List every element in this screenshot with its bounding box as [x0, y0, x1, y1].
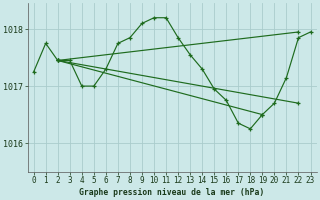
- X-axis label: Graphe pression niveau de la mer (hPa): Graphe pression niveau de la mer (hPa): [79, 188, 265, 197]
